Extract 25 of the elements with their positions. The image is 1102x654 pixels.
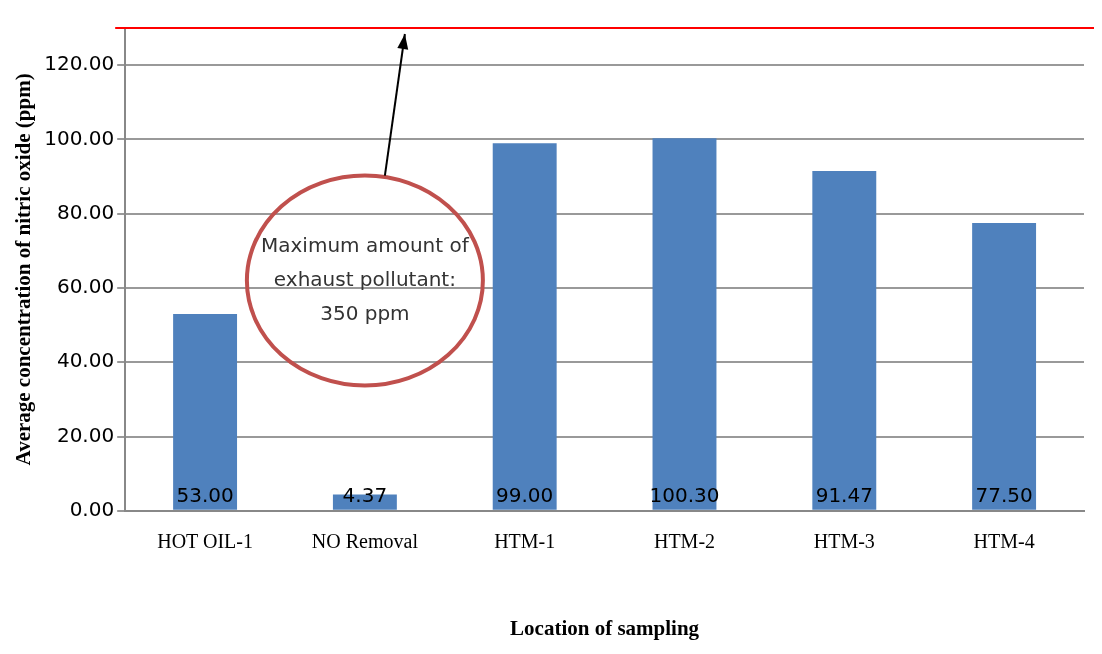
bar xyxy=(492,143,557,510)
data-label: 99.00 xyxy=(496,483,554,507)
bar xyxy=(972,222,1037,510)
data-label: 77.50 xyxy=(975,483,1033,507)
y-axis-title: Average concentration of nitric oxide (ppm) xyxy=(11,73,36,466)
y-tick-label: 60.00 xyxy=(56,274,115,299)
data-label: 53.00 xyxy=(176,483,234,507)
x-tick-label: NO Removal xyxy=(311,530,419,553)
x-tick-label: HTM-3 xyxy=(813,530,875,553)
data-label: 91.47 xyxy=(815,483,873,507)
x-axis-title: Location of sampling xyxy=(510,615,700,640)
bar xyxy=(173,313,238,510)
x-tick-label: HTM-1 xyxy=(494,530,556,553)
y-tick-label: 120.00 xyxy=(44,51,115,76)
x-tick-label: HTM-2 xyxy=(653,530,716,553)
y-tick-label: 0.00 xyxy=(69,497,115,521)
y-tick-label: 20.00 xyxy=(56,422,115,447)
x-tick-label: HOT OIL-1 xyxy=(157,530,253,553)
annotation: Maximum amount of exhaust pollutant: 350 ppm xyxy=(261,232,470,325)
bar xyxy=(812,171,877,510)
y-tick-label: 40.00 xyxy=(56,348,115,373)
bar xyxy=(652,138,717,510)
y-tick-label: 100.00 xyxy=(44,125,115,150)
x-tick-label: HTM-4 xyxy=(973,530,1035,553)
y-tick-label: 80.00 xyxy=(56,199,115,224)
